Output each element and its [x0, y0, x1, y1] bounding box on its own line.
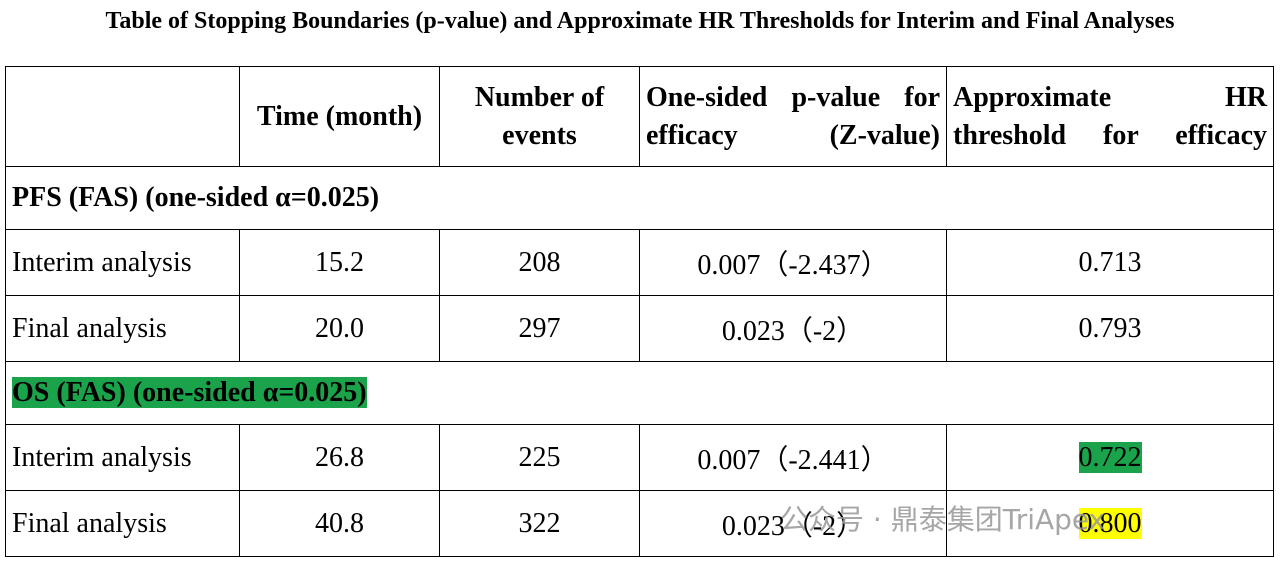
cell: 0.023（-2）: [639, 490, 947, 557]
data-row: Interim analysis 26.8 225 0.007（-2.441） …: [5, 424, 1274, 491]
cell: 0.722: [946, 424, 1274, 491]
header-cell: Time (month): [239, 66, 440, 167]
cell: 0.007（-2.437）: [639, 229, 947, 296]
cell: Interim analysis: [5, 229, 240, 296]
cell: Final analysis: [5, 490, 240, 557]
table-title: Table of Stopping Boundaries (p-value) a…: [105, 8, 1175, 34]
data-row: Interim analysis 15.2 208 0.007（-2.437） …: [5, 229, 1274, 296]
cell: 297: [439, 295, 640, 362]
section-cell: OS (FAS) (one-sided α=0.025): [5, 361, 1274, 425]
section-row: OS (FAS) (one-sided α=0.025): [5, 361, 1274, 425]
cell: 0.713: [946, 229, 1274, 296]
section-row: PFS (FAS) (one-sided α=0.025): [5, 166, 1274, 230]
cell: 0.793: [946, 295, 1274, 362]
cell: 0.800: [946, 490, 1274, 557]
highlighted-value: 0.800: [1078, 507, 1142, 539]
cell: 40.8: [239, 490, 440, 557]
cell: Interim analysis: [5, 424, 240, 491]
cell: 26.8: [239, 424, 440, 491]
cell: 0.023（-2）: [639, 295, 947, 362]
data-row: Final analysis 40.8 322 0.023（-2） 0.800: [5, 490, 1274, 557]
cell: Final analysis: [5, 295, 240, 362]
section-label: PFS (FAS) (one-sided α=0.025): [5, 166, 1274, 230]
highlighted-value: 0.722: [1078, 441, 1142, 473]
table: Time (month) Number of events One-sided …: [5, 66, 1274, 557]
cell: 0.007（-2.441）: [639, 424, 947, 491]
header-row: Time (month) Number of events One-sided …: [5, 66, 1274, 167]
section-label: OS (FAS) (one-sided α=0.025): [12, 377, 367, 408]
header-cell: Approximate HR threshold for efficacy: [946, 66, 1274, 167]
header-cell: [5, 66, 240, 167]
watermark: 公众号 · 鼎泰集团TriApex: [780, 503, 1106, 536]
cell: 15.2: [239, 229, 440, 296]
cell: 20.0: [239, 295, 440, 362]
cell: 225: [439, 424, 640, 491]
data-row: Final analysis 20.0 297 0.023（-2） 0.793: [5, 295, 1274, 362]
header-cell: One-sided p-value for efficacy (Z-value): [639, 66, 947, 167]
cell: 208: [439, 229, 640, 296]
cell: 322: [439, 490, 640, 557]
header-cell: Number of events: [439, 66, 640, 167]
